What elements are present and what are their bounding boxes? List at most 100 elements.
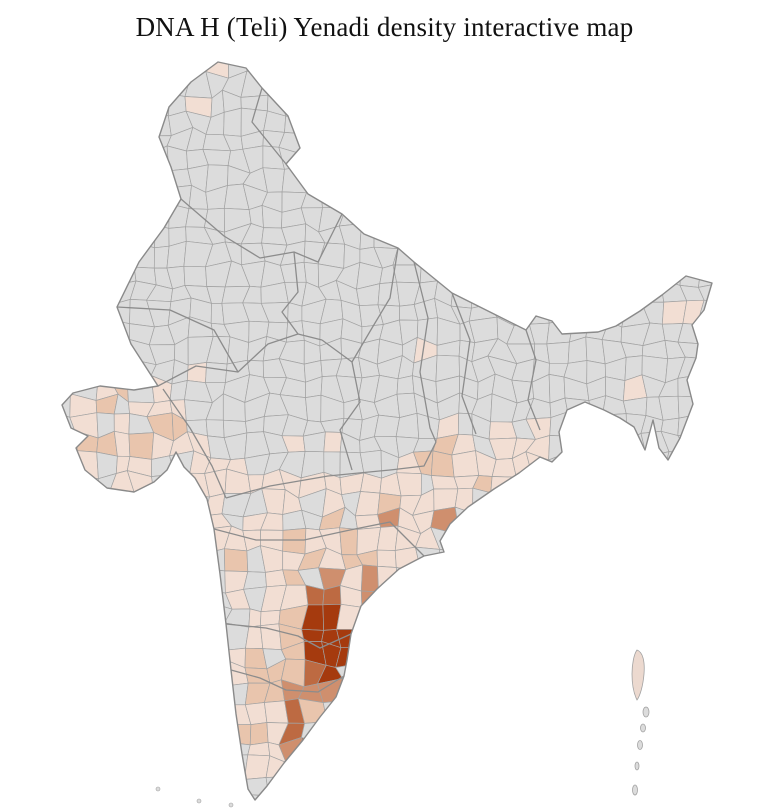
district-cell[interactable] (401, 184, 417, 212)
district-cell[interactable] (168, 610, 194, 632)
district-cell[interactable] (392, 60, 418, 80)
district-cell[interactable] (679, 109, 704, 131)
district-cell[interactable] (471, 76, 492, 95)
district-cell[interactable] (680, 69, 704, 97)
district-cell[interactable] (323, 775, 346, 801)
district-cell[interactable] (717, 90, 744, 113)
district-cell[interactable] (585, 207, 609, 233)
district-cell[interactable] (719, 568, 745, 587)
district-cell[interactable] (205, 419, 225, 438)
district-cell[interactable] (360, 677, 380, 707)
district-cell[interactable] (361, 602, 383, 632)
district-cell[interactable] (126, 165, 153, 187)
district-cell[interactable] (243, 754, 271, 780)
district-cell[interactable] (488, 567, 509, 594)
district-cell[interactable] (491, 147, 515, 173)
district-cell[interactable] (717, 190, 744, 206)
district-cell[interactable] (437, 627, 458, 644)
district-cell[interactable] (646, 530, 670, 554)
district-cell[interactable] (57, 477, 80, 496)
district-cell[interactable] (110, 528, 133, 556)
district-cell[interactable] (641, 188, 667, 214)
district-cell[interactable] (373, 414, 401, 438)
district-cell[interactable] (417, 606, 439, 629)
district-cell[interactable] (700, 665, 726, 683)
district-cell[interactable] (89, 780, 117, 802)
district-cell[interactable] (413, 753, 442, 774)
district-cell[interactable] (640, 126, 663, 152)
district-cell[interactable] (91, 172, 118, 191)
district-cell[interactable] (283, 772, 303, 800)
district-cell[interactable] (647, 225, 666, 247)
district-cell[interactable] (677, 323, 706, 345)
district-cell[interactable] (89, 684, 116, 700)
district-cell[interactable] (74, 716, 92, 746)
district-cell[interactable] (489, 169, 512, 193)
district-cell[interactable] (452, 74, 477, 95)
district-cell[interactable] (265, 776, 285, 797)
district-cell[interactable] (52, 794, 79, 812)
district-cell[interactable] (647, 792, 668, 812)
district-cell[interactable] (470, 259, 493, 285)
district-cell[interactable] (620, 760, 647, 777)
district-cell[interactable] (609, 774, 632, 800)
district-cell[interactable] (430, 717, 460, 746)
district-cell[interactable] (129, 509, 151, 534)
district-cell[interactable] (146, 186, 171, 211)
district-cell[interactable] (396, 375, 415, 395)
district-cell[interactable] (585, 300, 610, 322)
district-cell[interactable] (526, 473, 553, 494)
district-cell[interactable] (377, 591, 403, 604)
district-cell[interactable] (169, 472, 191, 496)
district-cell[interactable] (417, 583, 441, 609)
district-cell[interactable] (547, 773, 575, 799)
district-cell[interactable] (91, 603, 118, 628)
district-cell[interactable] (496, 110, 516, 136)
district-cell[interactable] (586, 526, 613, 554)
district-cell[interactable] (583, 262, 604, 289)
district-cell[interactable] (660, 51, 687, 80)
district-cell[interactable] (640, 510, 670, 533)
district-cell[interactable] (375, 641, 402, 662)
district-cell[interactable] (109, 70, 137, 99)
district-cell[interactable] (204, 721, 228, 746)
district-cell[interactable] (415, 165, 439, 191)
district-cell[interactable] (525, 526, 554, 550)
district-cell[interactable] (300, 773, 328, 800)
district-cell[interactable] (97, 489, 113, 509)
district-cell[interactable] (55, 52, 80, 76)
district-cell[interactable] (664, 204, 688, 227)
district-cell[interactable] (609, 131, 622, 154)
district-cell[interactable] (646, 678, 670, 707)
district-cell[interactable] (373, 223, 399, 250)
district-cell[interactable] (73, 355, 99, 381)
district-cell[interactable] (545, 129, 569, 153)
district-cell[interactable] (584, 168, 606, 190)
district-cell[interactable] (112, 802, 136, 812)
district-cell[interactable] (584, 627, 610, 644)
district-cell[interactable] (431, 190, 458, 211)
district-cell[interactable] (75, 222, 97, 244)
district-cell[interactable] (660, 639, 689, 666)
district-cell[interactable] (609, 586, 629, 605)
district-cell[interactable] (489, 223, 515, 248)
district-cell[interactable] (302, 90, 327, 119)
district-cell[interactable] (471, 544, 499, 570)
district-cell[interactable] (601, 168, 626, 195)
district-cell[interactable] (547, 493, 570, 517)
district-cell[interactable] (335, 164, 366, 192)
district-cell[interactable] (527, 72, 552, 97)
district-cell[interactable] (73, 305, 93, 320)
district-cell[interactable] (549, 589, 570, 612)
district-cell[interactable] (607, 91, 631, 113)
district-cell[interactable] (438, 115, 452, 133)
district-cell[interactable] (507, 589, 531, 612)
district-cell[interactable] (437, 147, 460, 173)
district-cell[interactable] (471, 677, 491, 705)
district-cell[interactable] (717, 71, 744, 92)
district-cell[interactable] (355, 641, 383, 664)
district-cell[interactable] (677, 433, 706, 459)
district-cell[interactable] (659, 659, 689, 684)
district-cell[interactable] (71, 567, 96, 592)
district-cell[interactable] (70, 602, 94, 629)
